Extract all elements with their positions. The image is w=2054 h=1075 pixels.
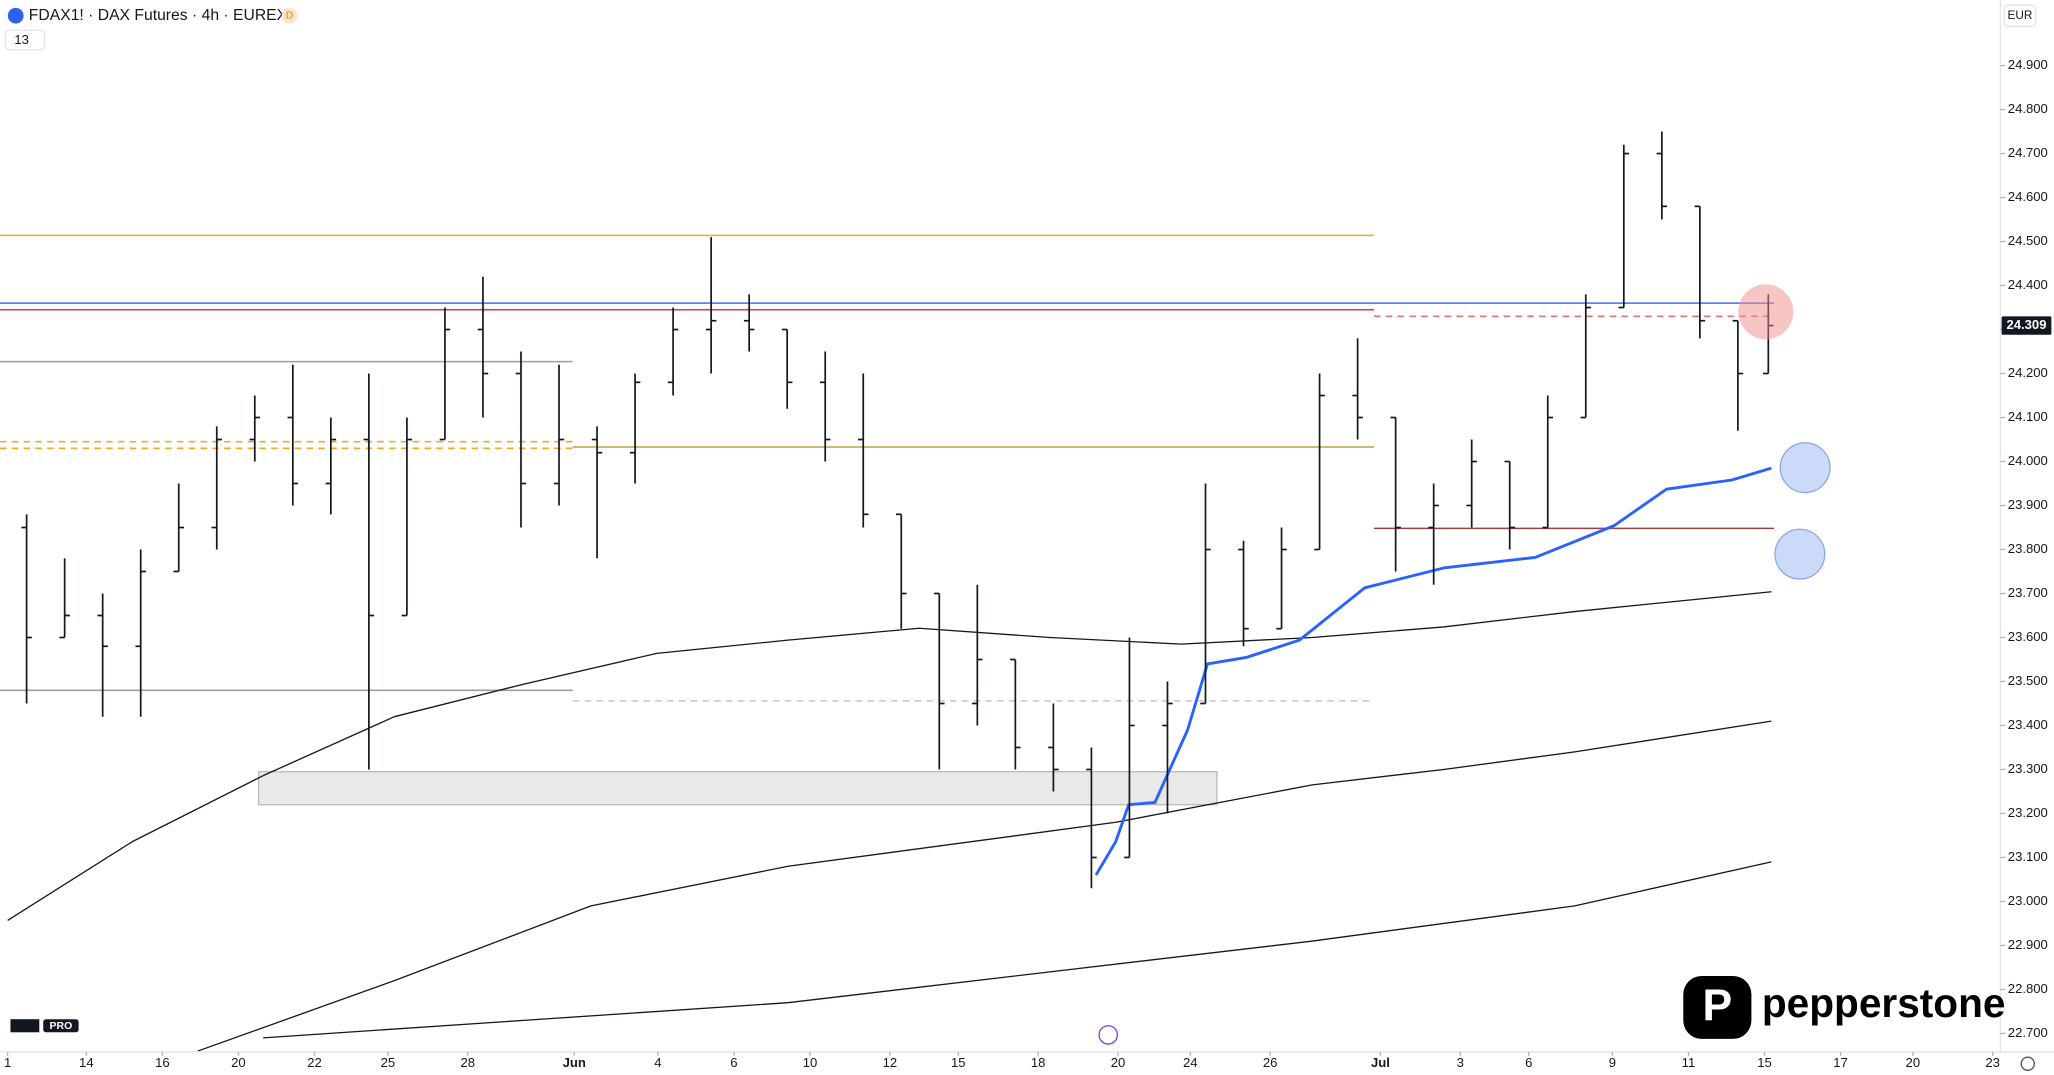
price-badge-label: 24.309: [2006, 317, 2046, 332]
brand-icon: [1683, 975, 1752, 1039]
badge-bg: [281, 7, 298, 24]
x-tick-label: Jun: [563, 1055, 586, 1070]
y-tick-label: 23.700: [2008, 585, 2048, 600]
x-tick-label: 4: [654, 1055, 661, 1070]
currency[interactable]: EUR: [2008, 9, 2033, 22]
y-tick-label: 24.800: [2008, 101, 2048, 116]
x-tick-label: 20: [231, 1055, 246, 1070]
y-tick-label: 23.500: [2008, 673, 2048, 688]
tv-pro-bg: [43, 1019, 79, 1033]
x-tick-label: 9: [1609, 1055, 1616, 1070]
x-tick-label: 23: [1985, 1055, 2000, 1070]
tv-mark: [10, 1019, 40, 1033]
currency-bg[interactable]: [2003, 4, 2037, 27]
x-tick-label: 24: [1183, 1055, 1198, 1070]
tv-logo: PRO: [10, 1019, 79, 1033]
y-tick-label: 22.800: [2008, 981, 2048, 996]
header: FDAX1! · DAX Futures · 4h · EUREX D 13 E…: [4, 4, 2037, 51]
x-tick-label: 26: [1263, 1055, 1278, 1070]
y-tick-label: 23.200: [2008, 805, 2048, 820]
x-tick-label: 11: [1682, 1055, 1696, 1070]
tv-pro: PRO: [50, 1021, 73, 1032]
symbol-icon: [7, 7, 24, 24]
highlight-circle: [1774, 528, 1826, 580]
price-badge: [2001, 316, 2052, 335]
y-tick-label: 23.000: [2008, 893, 2048, 908]
x-tick-label: 6: [1525, 1055, 1532, 1070]
x-tick-label: 18: [1031, 1055, 1046, 1070]
brand-name: pepperstone: [1762, 980, 2006, 1026]
brand-icon-letter: P: [1702, 981, 1732, 1030]
y-tick-label: 23.300: [2008, 761, 2048, 776]
brand-logo: P pepperstone: [1683, 975, 2006, 1039]
y-tick-label: 24.100: [2008, 409, 2048, 424]
highlight-circle: [1738, 284, 1794, 340]
y-tick-label: 24.500: [2008, 233, 2048, 248]
x-tick-label: 25: [381, 1055, 396, 1070]
y-tick-label: 23.600: [2008, 629, 2048, 644]
y-tick-label: 24.600: [2008, 189, 2048, 204]
x-tick-label: 6: [730, 1055, 737, 1070]
settings-button[interactable]: [2020, 1056, 2036, 1071]
x-tick-label: Jul: [1371, 1055, 1390, 1070]
x-tick-label: 3: [1457, 1055, 1464, 1070]
plot-area: [0, 131, 1775, 1052]
average-line: [263, 861, 1772, 1039]
y-tick-label: 23.800: [2008, 541, 2048, 556]
y-tick-label: 22.700: [2008, 1025, 2048, 1040]
x-tick-label: 17: [1833, 1055, 1848, 1070]
x-tick-label: 16: [155, 1055, 170, 1070]
goto-button[interactable]: [1098, 1025, 1119, 1045]
x-tick-label: 28: [460, 1055, 475, 1070]
symbol-title[interactable]: FDAX1! · DAX Futures · 4h · EUREX: [29, 7, 288, 24]
y-tick-label: 24.700: [2008, 145, 2048, 160]
zone: [257, 771, 1218, 806]
x-tick-label: 14: [79, 1055, 94, 1070]
y-tick-label: 23.400: [2008, 717, 2048, 732]
y-tick-label: 24.400: [2008, 277, 2048, 292]
y-tick-label: 22.900: [2008, 937, 2048, 952]
y-tick-label: 24.200: [2008, 365, 2048, 380]
x-tick-label: 22: [307, 1055, 322, 1070]
indicator-toggle[interactable]: 13: [14, 32, 29, 47]
y-tick-label: 24.900: [2008, 57, 2048, 72]
x-tick-label: 12: [883, 1055, 898, 1070]
x-tick-label: 10: [803, 1055, 818, 1070]
x-tick-label: 1: [4, 1055, 11, 1070]
x-tick-label: 20: [1906, 1055, 1921, 1070]
y-tick-label: 24.000: [2008, 453, 2048, 468]
average-line: [197, 720, 1772, 1052]
average-line: [1094, 466, 1772, 876]
indicator-toggle-bg[interactable]: [4, 29, 46, 51]
average-line: [7, 591, 1772, 921]
highlight-circle: [1779, 442, 1831, 494]
badge: D: [286, 10, 294, 21]
x-tick-label: 20: [1111, 1055, 1126, 1070]
y-tick-label: 23.100: [2008, 849, 2048, 864]
y-tick-label: 23.900: [2008, 497, 2048, 512]
x-tick-label: 15: [1757, 1055, 1772, 1070]
x-tick-label: 15: [951, 1055, 966, 1070]
